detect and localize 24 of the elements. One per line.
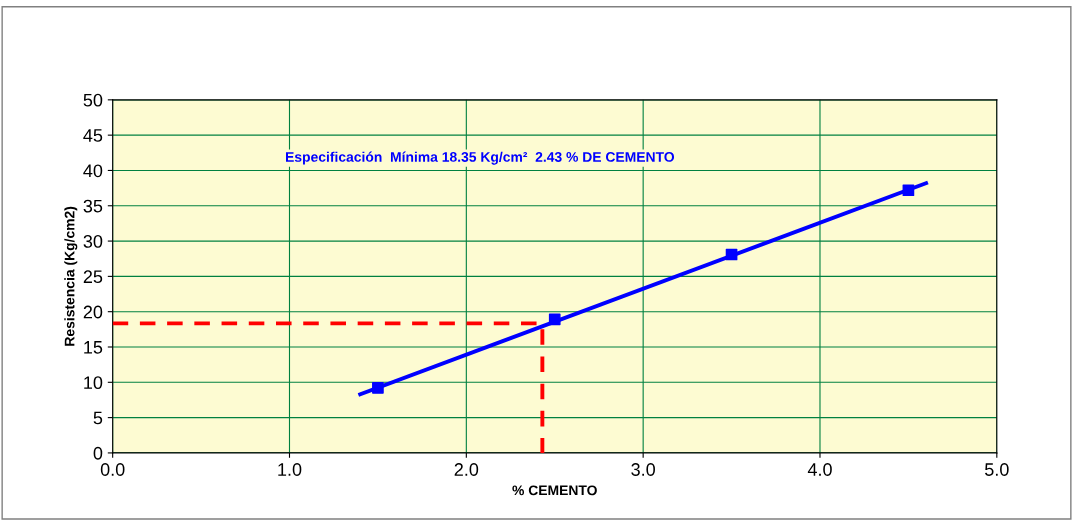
y-tick-label: 45 (83, 129, 103, 142)
y-tick-label: 0 (93, 446, 103, 460)
point (902, 184, 915, 197)
x-tick-label: 4.0 (807, 463, 832, 476)
y-tick-label: 35 (83, 199, 103, 213)
point (548, 313, 561, 326)
point (372, 382, 384, 394)
y-tick-label: 40 (83, 164, 103, 178)
y-tick-label: 15 (84, 341, 103, 354)
y-axis-title: Resistencia (Kg/cm2) (64, 206, 78, 346)
y-tick-label: 20 (83, 305, 103, 319)
y-tick-label: 10 (84, 376, 103, 390)
y-tick-label: 30 (83, 235, 103, 248)
y-tick-label: 50 (83, 93, 103, 107)
x-tick-label: 1.0 (278, 463, 302, 476)
x-tick-label: 0.0 (100, 463, 125, 476)
x-tick-label: 3.0 (631, 463, 655, 476)
annotation: Especificación Mínima 18.35 Kg/cm² 2.43 % DE CEMENTO (286, 151, 675, 165)
x-tick-label: 2.0 (454, 463, 479, 476)
x-axis-title: % CEMENTO (512, 485, 597, 496)
point (725, 248, 738, 261)
y-tick-label: 5 (93, 411, 103, 425)
x-tick-label: 5.0 (984, 463, 1009, 476)
y-tick-label: 25 (83, 270, 103, 284)
